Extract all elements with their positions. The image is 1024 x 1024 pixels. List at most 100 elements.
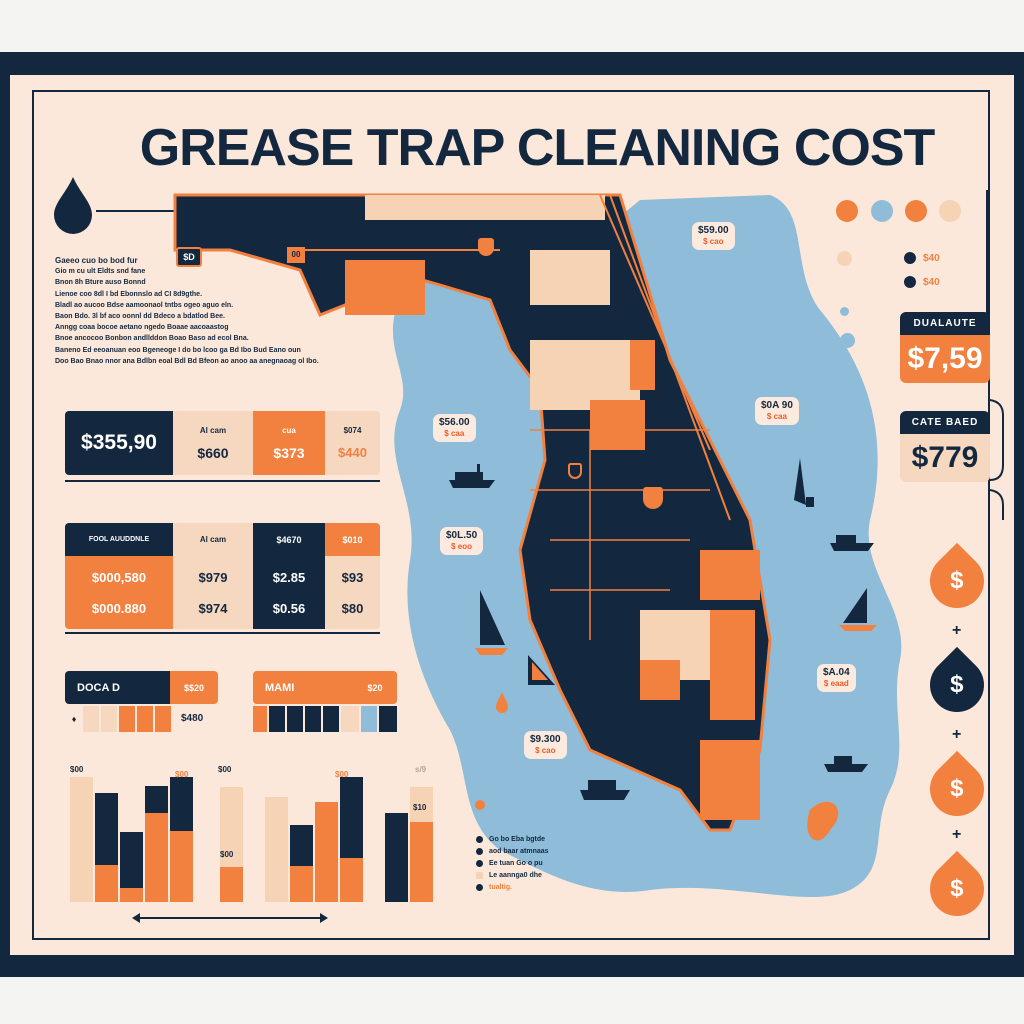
cell-value: $440	[338, 445, 367, 460]
cell-value: $000,580	[91, 569, 147, 585]
bar	[95, 793, 118, 902]
range-arrow-icon	[132, 913, 328, 923]
color-dot	[871, 200, 893, 222]
bar-chart: $00 $00 $00 $00 $00 s/9 $10	[70, 765, 440, 902]
intro-line: Bladl ao aucoo Bdse aamoonaol tntbs ogeo…	[55, 301, 234, 309]
sailboat-icon	[528, 655, 555, 685]
mini-value: $20	[353, 671, 397, 704]
color-dot	[837, 251, 852, 266]
water-drop-icon	[496, 692, 508, 713]
color-dot	[840, 333, 855, 348]
legend-item: Go bo Eba bgtde	[476, 836, 545, 843]
map-price-callout: $59.00 $ cao	[692, 222, 735, 250]
intro-line: Baon Bdo. 3l bf aco oonnl dd Bdeco a bda…	[55, 313, 225, 321]
table-cell: $074 $440	[325, 411, 380, 475]
cell-value: $979	[198, 569, 228, 585]
dollar-sign: $	[950, 670, 964, 698]
column-header: FOOL AUUDDNLE	[65, 523, 173, 556]
bar-segment-orange	[145, 813, 168, 902]
plus-sign: +	[952, 826, 962, 843]
dollar-sign: $	[950, 566, 964, 594]
bar-segment-peach	[410, 787, 433, 822]
mini-label: DOCA D	[65, 671, 170, 704]
map-price-callout: $56.00 $ caa	[433, 414, 476, 442]
price-box: DUALAUTE $7,59	[900, 312, 990, 383]
column-header: $010	[325, 523, 380, 556]
callout-sub: $ cao	[535, 746, 556, 755]
decorative-dot	[475, 800, 485, 810]
bar	[145, 785, 168, 902]
intro-line: Lienoe coo 8dl I bd Ebonnslo ad CI 8d9gt…	[55, 290, 203, 298]
cell-value: $373	[273, 444, 305, 461]
intro-line: Doo Bao Bnao nnor ana Bdlbn eoal Bdl Bd …	[55, 357, 319, 365]
bar-label: $00	[175, 770, 189, 779]
intro-line: Gaeeo cuo bo bod fur	[55, 256, 138, 265]
mini-table-2: MAMI $20	[253, 671, 397, 704]
callout-price: $9.300	[530, 734, 561, 745]
dollar-sign: $	[950, 874, 964, 902]
column-header: cua	[282, 425, 296, 435]
florida-map	[173, 193, 902, 898]
table-cell: Al cam $660	[173, 411, 253, 475]
legend-label: Le aannga0 dhe	[489, 872, 542, 879]
price-box-value: $7,59	[900, 335, 990, 383]
mini-swatches-2	[253, 706, 397, 732]
sailboat-icon	[839, 588, 877, 631]
map-price-callout: $A.04 $ eaad	[817, 664, 856, 692]
bar	[70, 777, 93, 902]
callout-price: $0L.50	[446, 530, 478, 541]
cell-value: $974	[198, 600, 228, 616]
plus-sign: +	[952, 726, 962, 743]
sailboat-icon	[794, 458, 814, 507]
ship-icon	[580, 780, 630, 800]
sailboat-icon	[475, 590, 508, 655]
bar	[290, 824, 313, 902]
bar-label: $00	[218, 765, 232, 774]
cell-value: $80	[341, 600, 364, 616]
ship-icon	[824, 756, 868, 772]
bar-segment-orange	[120, 888, 143, 902]
callout-sub: $ caa	[766, 412, 787, 421]
price-box-label: CATE BAED	[900, 411, 990, 434]
map-price-callout: $0A 90 $ caa	[755, 397, 799, 425]
bar-segment-orange	[340, 858, 363, 902]
intro-line: Bnon 8h Bture auso Bonnd	[55, 279, 146, 287]
color-dot	[939, 200, 961, 222]
intro-text: Gaeeo cuo bo bod fur Gio m cu ult Eldts …	[55, 255, 375, 367]
price-box-label: DUALAUTE	[900, 312, 990, 335]
bar-label: $00	[220, 850, 234, 859]
map-badge: 00	[287, 247, 305, 263]
divider	[65, 480, 380, 482]
divider	[65, 632, 380, 634]
bar	[170, 777, 193, 902]
legend-label: Go bo Eba bgtde	[489, 836, 545, 843]
color-dot	[840, 307, 849, 316]
callout-sub: $ eaad	[823, 679, 849, 688]
legend-label: tualtig.	[489, 884, 512, 891]
legend-item: tualtig.	[476, 884, 512, 891]
callout-sub: $ eoo	[451, 542, 473, 551]
right-legend-item: $40	[904, 276, 940, 288]
bar-segment-orange	[290, 865, 313, 902]
plus-sign: +	[952, 622, 962, 639]
cost-table-1: $355,90 Al cam $660 cua $373 $074 $440	[65, 411, 380, 475]
table-cell: $93 $80	[325, 556, 380, 629]
cell-value: $0.56	[272, 600, 306, 616]
table-cell: cua $373	[253, 411, 325, 475]
callout-price: $0A 90	[761, 400, 793, 411]
bar-segment-orange	[410, 822, 433, 902]
mini-table-1: DOCA D $$20	[65, 671, 218, 704]
map-price-callout: $0L.50 $ eoo	[440, 527, 484, 555]
total-cost: $355,90	[65, 411, 173, 475]
mini-label: MAMI	[253, 671, 353, 704]
intro-line: Gio m cu ult Eldts snd fane	[55, 268, 146, 276]
mini-sub-value: $480	[181, 713, 204, 724]
shield-icon	[568, 463, 582, 479]
map-price-callout: $9.300 $ cao	[524, 731, 567, 759]
mini-value: $$20	[170, 671, 218, 704]
table-cell: $000,580 $000.880	[65, 556, 173, 629]
legend-label: $40	[923, 252, 940, 264]
inner-border	[32, 90, 990, 940]
bar	[120, 832, 143, 902]
callout-price: $59.00	[698, 225, 729, 236]
